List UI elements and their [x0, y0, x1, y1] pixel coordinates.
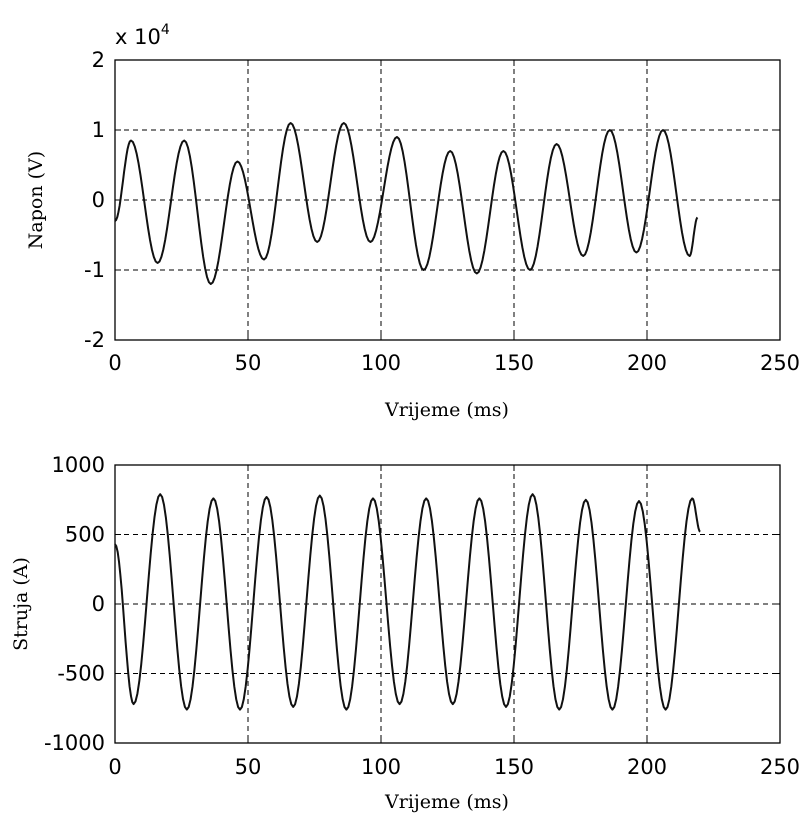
voltage-y-axis-label: Napon (V)	[25, 151, 47, 249]
voltage-x-tick-label: 50	[235, 351, 262, 375]
voltage-multiplier-exponent: 4	[161, 22, 170, 38]
voltage-y-tick-label: -1	[84, 258, 105, 282]
current-y-tick-label: -1000	[44, 731, 105, 755]
current-y-axis-label: Struja (A)	[10, 557, 32, 651]
voltage-series-line	[114, 122, 699, 285]
voltage-y-tick-label: 0	[92, 188, 105, 212]
current-x-tick-label: 50	[235, 755, 262, 779]
current-x-tick-label: 200	[627, 755, 667, 779]
voltage-y-tick-label: -2	[84, 328, 105, 352]
voltage-x-tick-label: 200	[627, 351, 667, 375]
voltage-x-tick-label: 250	[760, 351, 800, 375]
current-y-tick-label: -500	[57, 662, 105, 686]
current-x-tick-label: 100	[361, 755, 401, 779]
voltage-x-tick-labels: 0 50 100 150 200 250	[108, 351, 800, 375]
voltage-multiplier-base: x 10	[115, 25, 161, 49]
current-x-axis-label: Vrijeme (ms)	[384, 791, 509, 813]
voltage-y-multiplier: x 104	[115, 22, 170, 49]
current-x-tick-label: 250	[760, 755, 800, 779]
current-y-tick-label: 1000	[52, 453, 105, 477]
voltage-x-tick-label: 0	[108, 351, 121, 375]
current-y-tick-label: 0	[92, 592, 105, 616]
current-x-tick-label: 150	[494, 755, 534, 779]
voltage-x-tick-label: 150	[494, 351, 534, 375]
current-y-tick-label: 500	[65, 523, 105, 547]
voltage-y-tick-label: 1	[92, 118, 105, 142]
voltage-x-tick-label: 100	[361, 351, 401, 375]
current-y-tick-labels: -1000 -500 0 500 1000	[44, 453, 105, 755]
voltage-y-tick-labels: -2 -1 0 1 2	[84, 48, 105, 352]
current-chart: 0 50 100 150 200 250 -1000 -500 0 500 1000 Vrijem…	[10, 453, 800, 813]
voltage-y-tick-label: 2	[92, 48, 105, 72]
voltage-x-axis-label: Vrijeme (ms)	[384, 399, 509, 421]
current-x-tick-labels: 0 50 100 150 200 250	[108, 755, 800, 779]
current-series-line	[114, 493, 701, 711]
current-x-tick-label: 0	[108, 755, 121, 779]
voltage-grid	[114, 59, 781, 341]
voltage-chart: 0 50 100 150 200 250 -2 -1 0 1 2 x 104 Vrijeme (m…	[25, 22, 800, 421]
